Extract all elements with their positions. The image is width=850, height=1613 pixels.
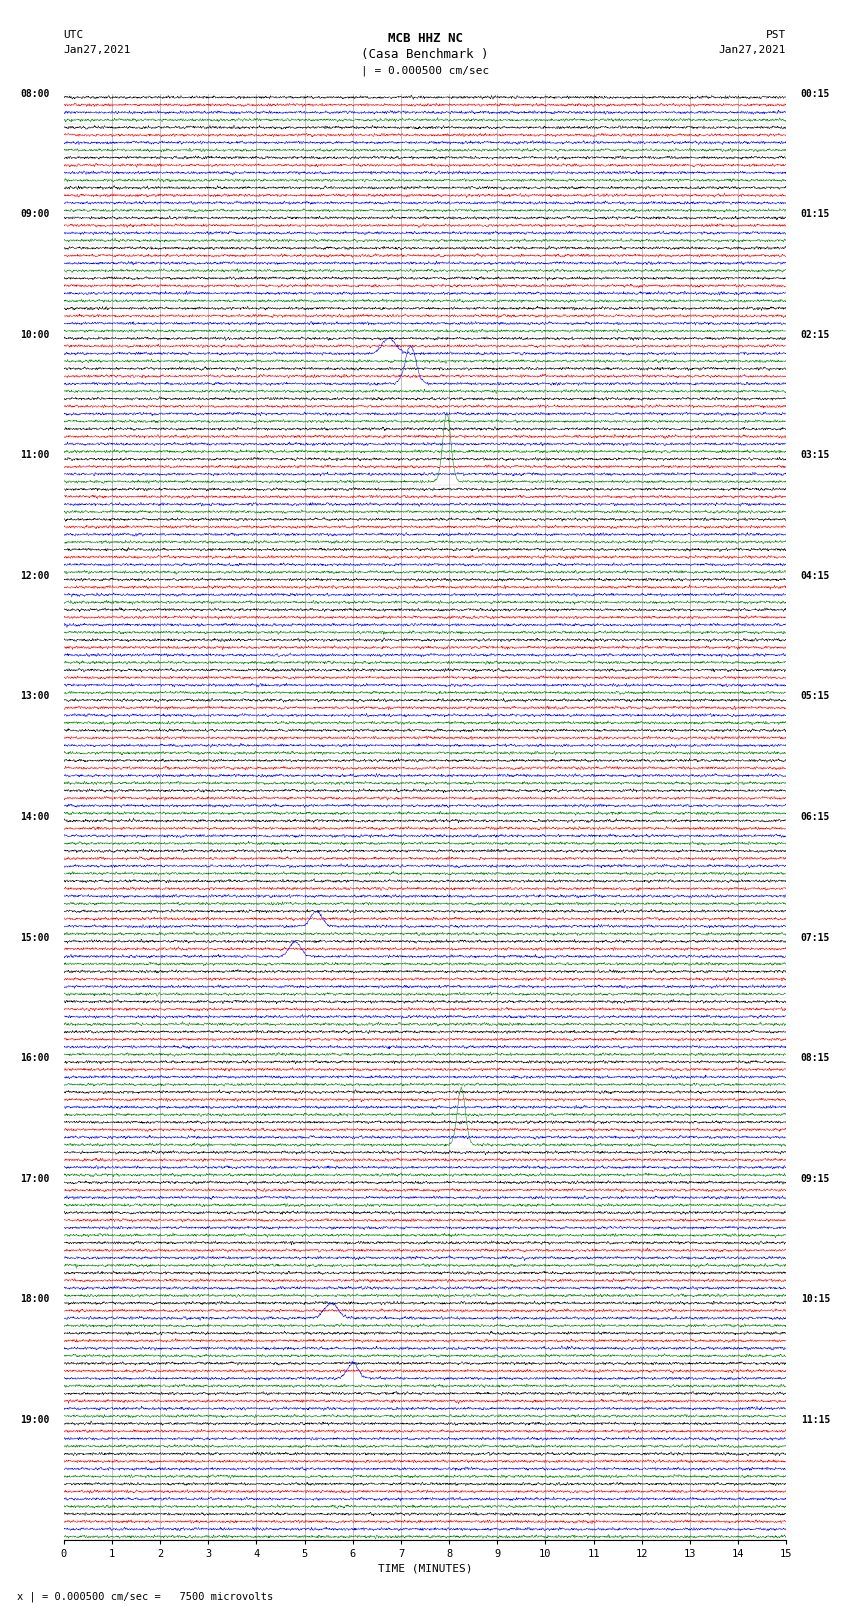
Text: 15:00: 15:00 bbox=[20, 932, 49, 942]
Text: 17:00: 17:00 bbox=[20, 1174, 49, 1184]
Text: 04:15: 04:15 bbox=[801, 571, 830, 581]
Text: 13:00: 13:00 bbox=[20, 692, 49, 702]
Text: 14:00: 14:00 bbox=[20, 811, 49, 823]
Text: 05:15: 05:15 bbox=[801, 692, 830, 702]
Text: Jan27,2021: Jan27,2021 bbox=[64, 45, 131, 55]
Text: UTC: UTC bbox=[64, 31, 84, 40]
Text: 03:15: 03:15 bbox=[801, 450, 830, 460]
Text: Jan27,2021: Jan27,2021 bbox=[719, 45, 786, 55]
Text: PST: PST bbox=[766, 31, 786, 40]
Text: 12:00: 12:00 bbox=[20, 571, 49, 581]
Text: 18:00: 18:00 bbox=[20, 1294, 49, 1305]
Text: 08:15: 08:15 bbox=[801, 1053, 830, 1063]
Text: 00:15: 00:15 bbox=[801, 89, 830, 98]
Text: 07:15: 07:15 bbox=[801, 932, 830, 942]
Text: 08:00: 08:00 bbox=[20, 89, 49, 98]
Text: 06:15: 06:15 bbox=[801, 811, 830, 823]
Text: 02:15: 02:15 bbox=[801, 329, 830, 340]
Text: (Casa Benchmark ): (Casa Benchmark ) bbox=[361, 48, 489, 61]
Text: | = 0.000500 cm/sec: | = 0.000500 cm/sec bbox=[361, 66, 489, 76]
X-axis label: TIME (MINUTES): TIME (MINUTES) bbox=[377, 1563, 473, 1574]
Text: 10:15: 10:15 bbox=[801, 1294, 830, 1305]
Text: MCB HHZ NC: MCB HHZ NC bbox=[388, 32, 462, 45]
Text: 09:15: 09:15 bbox=[801, 1174, 830, 1184]
Text: 11:15: 11:15 bbox=[801, 1415, 830, 1424]
Text: 01:15: 01:15 bbox=[801, 210, 830, 219]
Text: 10:00: 10:00 bbox=[20, 329, 49, 340]
Text: 16:00: 16:00 bbox=[20, 1053, 49, 1063]
Text: 19:00: 19:00 bbox=[20, 1415, 49, 1424]
Text: 11:00: 11:00 bbox=[20, 450, 49, 460]
Text: 09:00: 09:00 bbox=[20, 210, 49, 219]
Text: x | = 0.000500 cm/sec =   7500 microvolts: x | = 0.000500 cm/sec = 7500 microvolts bbox=[17, 1592, 273, 1602]
